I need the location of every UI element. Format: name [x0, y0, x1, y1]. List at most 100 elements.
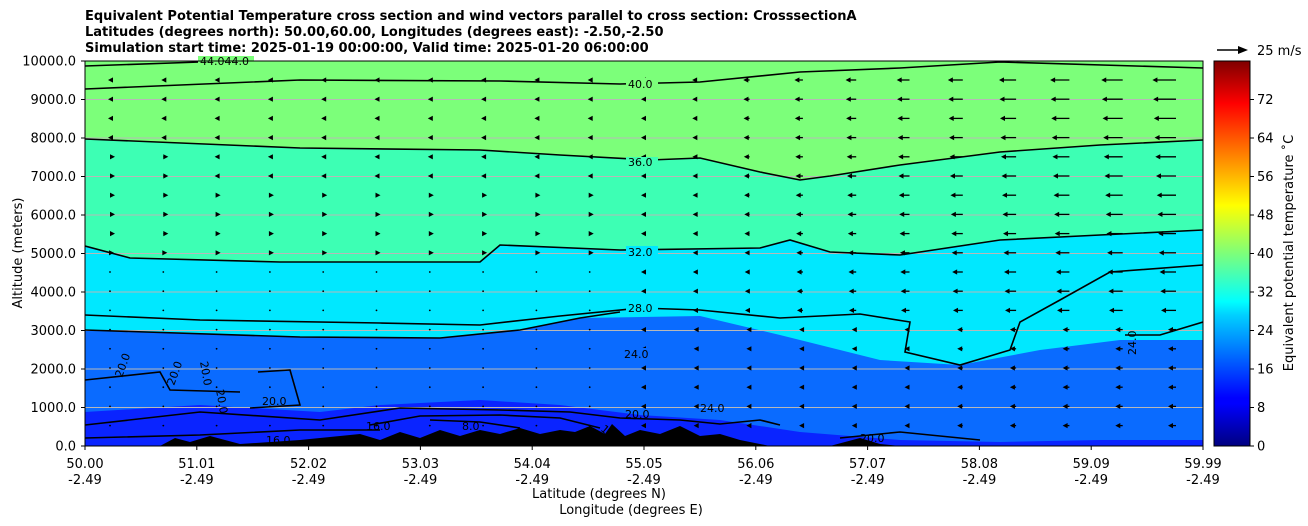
wind-vector-head — [1115, 423, 1121, 429]
wind-vector-head — [641, 211, 646, 217]
wind-vector — [428, 347, 431, 350]
wind-vector-head — [693, 423, 699, 429]
wind-vector-head — [898, 154, 904, 160]
wind-vector-head — [957, 403, 963, 409]
wind-vector — [375, 347, 378, 350]
wind-vector — [322, 386, 325, 389]
contour-44 — [85, 61, 201, 67]
wind-vector — [588, 309, 591, 312]
wind-vector — [109, 424, 111, 427]
x-tick-label-lat: 51.01 — [178, 457, 215, 472]
colorbar-tick-label: 56 — [1257, 170, 1274, 185]
wind-vector — [215, 271, 218, 273]
wind-vector-head — [1168, 346, 1173, 352]
wind-vector-head — [846, 115, 852, 121]
wind-vector-head — [534, 135, 540, 141]
wind-vector — [588, 367, 591, 369]
wind-vector — [322, 347, 325, 350]
wind-vector — [162, 271, 165, 273]
x-tick-label-lat: 59.99 — [1184, 457, 1221, 472]
wind-vector-head — [1154, 135, 1160, 141]
wind-vector-head — [1153, 96, 1159, 102]
colorbar-ticks: 0 8 16 24 32 40 48 56 64 72 — [1250, 93, 1274, 455]
wind-vector-head — [641, 327, 646, 333]
wind-vector-head — [951, 231, 957, 237]
wind-vector-head — [375, 192, 381, 198]
wind-vector-head — [692, 115, 698, 121]
wind-vector-head — [1062, 365, 1068, 371]
x-tick-label-lon: -2.49 — [851, 473, 885, 488]
wind-vector-head — [846, 154, 852, 160]
wind-vector-head — [999, 115, 1005, 121]
wind-vector-head — [957, 423, 963, 429]
wind-vector — [322, 309, 325, 312]
wind-vector-head — [900, 288, 906, 294]
wind-vector-head — [899, 231, 905, 237]
chart-title-line3: Simulation start time: 2025-01-19 00:00:… — [85, 41, 649, 56]
wind-vector — [375, 367, 378, 369]
wind-vector — [588, 347, 591, 350]
wind-vector-head — [746, 346, 752, 352]
wind-vector — [269, 347, 271, 350]
wind-vector-head — [322, 211, 328, 217]
wind-vector-head — [641, 96, 646, 102]
wind-vector — [535, 424, 538, 427]
wind-vector-head — [957, 346, 963, 352]
wind-vector-head — [428, 192, 434, 198]
wind-vector-head — [794, 96, 800, 102]
contour-32 — [85, 229, 1203, 263]
x-tick-label-lon: -2.49 — [515, 473, 549, 488]
wind-vector-head — [744, 192, 750, 198]
wind-vector-head — [794, 115, 800, 121]
wind-vector-head — [1102, 115, 1108, 121]
wind-vector-head — [215, 211, 221, 217]
wind-vector-head — [214, 135, 220, 141]
x-tick-label-lat: 55.05 — [625, 457, 662, 472]
wind-vector-head — [1000, 135, 1006, 141]
colorbar-label: Equivalent potential temperature ˚C — [1281, 135, 1297, 371]
wind-vector-head — [743, 154, 749, 160]
wind-vector-head — [588, 231, 594, 237]
wind-vector-head — [322, 250, 328, 256]
wind-vector-head — [1009, 423, 1015, 429]
wind-vector — [428, 405, 431, 408]
wind-vector — [482, 424, 484, 427]
wind-vector-head — [745, 307, 751, 313]
wind-vector-head — [1108, 288, 1114, 294]
wind-vector-head — [795, 211, 801, 217]
wind-vector-head — [214, 115, 220, 121]
wind-vector-head — [482, 250, 488, 256]
wind-vector-head — [1115, 384, 1121, 390]
wind-vector-head — [1101, 96, 1107, 102]
wind-vector — [162, 424, 165, 427]
wind-vector — [322, 290, 325, 293]
wind-vector-head — [587, 77, 593, 83]
contour-label-20-g: 20.0 — [860, 432, 885, 445]
wind-vector-head — [587, 115, 593, 121]
wind-vector-head — [1053, 192, 1059, 198]
wind-vector-head — [851, 384, 857, 390]
wind-vector-head — [692, 192, 698, 198]
colorbar-tick-label: 40 — [1257, 247, 1274, 262]
wind-vector-head — [1105, 192, 1111, 198]
wind-vector-head — [1062, 346, 1068, 352]
wind-vector-head — [268, 211, 274, 217]
wind-vector — [215, 424, 218, 427]
wind-vector — [269, 424, 271, 427]
wind-vector-head — [692, 77, 698, 83]
wind-vector-head — [950, 192, 956, 198]
wind-vector-head — [641, 231, 646, 237]
y-axis-label: Altitude (meters) — [11, 198, 26, 309]
wind-vector — [588, 386, 591, 389]
wind-vector-head — [374, 173, 380, 179]
wind-vector-head — [535, 192, 541, 198]
wind-vector-head — [374, 115, 380, 121]
wind-vector — [269, 367, 271, 369]
wind-vector-head — [161, 77, 167, 83]
wind-vector-head — [847, 211, 853, 217]
wind-vector-head — [797, 307, 803, 313]
wind-vector-head — [215, 231, 221, 237]
x-tick-label-lon: -2.49 — [180, 473, 214, 488]
wind-vector-head — [641, 192, 646, 198]
wind-vector — [375, 386, 378, 389]
